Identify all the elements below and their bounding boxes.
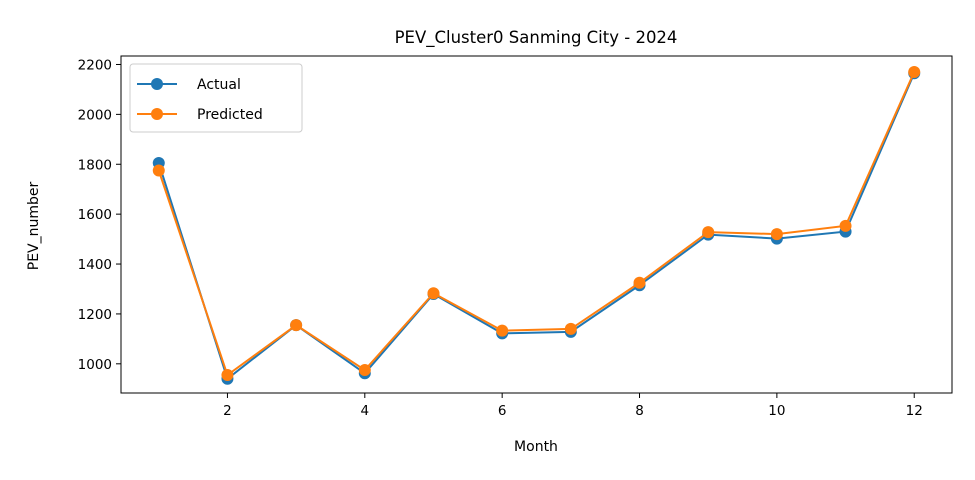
data-point-predicted — [290, 319, 303, 332]
series-predicted — [152, 65, 921, 382]
x-tick-label: 2 — [223, 403, 232, 419]
y-tick-label: 2200 — [78, 57, 112, 73]
x-axis: 2 4 6 8 10 12 — [223, 393, 923, 419]
data-point-predicted — [496, 324, 509, 337]
x-tick-label: 10 — [768, 403, 785, 419]
x-tick-label: 8 — [635, 403, 644, 419]
y-tick-label: 1600 — [78, 207, 112, 223]
series-line-predicted — [157, 71, 916, 377]
data-point-predicted — [221, 369, 234, 382]
x-tick-label: 6 — [498, 403, 507, 419]
x-tick-label: 4 — [361, 403, 370, 419]
y-tick-label: 1000 — [78, 357, 112, 373]
y-axis-title: PEV_number — [26, 182, 42, 271]
data-point-predicted — [908, 65, 921, 78]
y-tick-label: 1800 — [78, 157, 112, 173]
y-axis: 1000 1200 1400 1600 1800 2000 2200 — [78, 57, 121, 373]
data-point-predicted — [427, 287, 440, 300]
data-point-predicted — [770, 228, 783, 241]
y-tick-label: 1400 — [78, 257, 112, 273]
legend-marker-predicted — [151, 108, 163, 120]
data-point-predicted — [564, 322, 577, 335]
plot-area — [152, 65, 921, 385]
chart-title: PEV_Cluster0 Sanming City - 2024 — [395, 28, 678, 48]
y-tick-label: 1200 — [78, 307, 112, 323]
y-tick-label: 2000 — [78, 107, 112, 123]
data-point-predicted — [839, 219, 852, 232]
x-tick-label: 12 — [906, 403, 923, 419]
x-axis-title: Month — [514, 439, 558, 455]
legend-item-actual: Actual — [137, 77, 241, 93]
legend-item-predicted: Predicted — [137, 107, 263, 123]
plot-frame — [120, 55, 953, 394]
data-point-predicted — [633, 276, 646, 289]
data-point-predicted — [152, 164, 165, 177]
data-point-predicted — [358, 364, 371, 377]
legend: Actual Predicted — [129, 63, 303, 133]
legend-label-actual: Actual — [197, 77, 241, 93]
data-point-predicted — [702, 226, 715, 239]
legend-marker-actual — [151, 78, 163, 90]
legend-label-predicted: Predicted — [197, 107, 263, 123]
